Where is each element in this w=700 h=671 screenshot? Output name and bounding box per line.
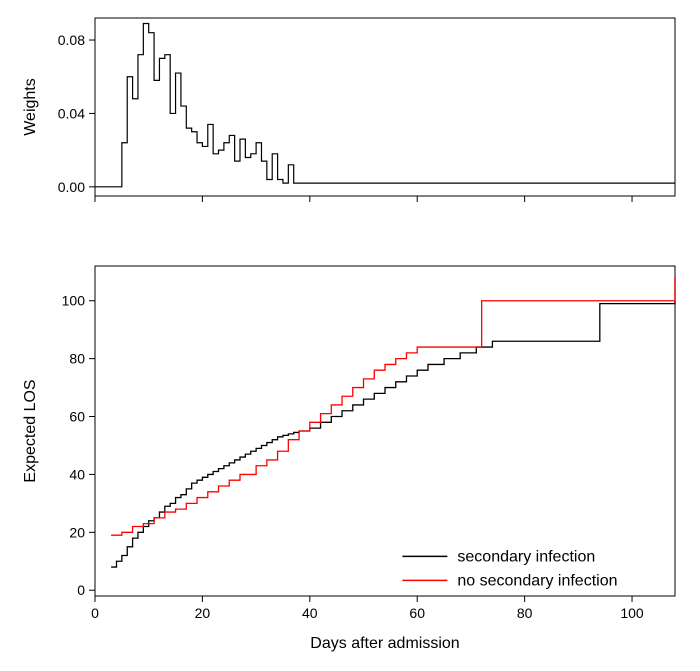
y-tick-label: 60 <box>69 409 85 425</box>
series-secondary-infection <box>111 278 675 567</box>
y-tick-label: 0.04 <box>58 105 85 121</box>
series-no-secondary-infection <box>111 278 675 536</box>
figure-container: 0.00 0.04 0.08 Weights 0 20 40 60 80 100 0 20 40 60 80… <box>0 0 700 671</box>
x-tick-label: 60 <box>409 605 425 621</box>
x-tick-label: 80 <box>517 605 533 621</box>
x-tick-label: 0 <box>91 605 99 621</box>
y-tick-label: 0.08 <box>58 32 85 48</box>
x-axis-label: Days after admission <box>310 635 459 652</box>
y-axis-label: Expected LOS <box>22 379 39 482</box>
legend-label: secondary infection <box>457 548 595 565</box>
y-tick-label: 80 <box>69 351 85 367</box>
y-tick-label: 40 <box>69 466 85 482</box>
x-tick-label: 20 <box>195 605 211 621</box>
y-tick-label: 20 <box>69 524 85 540</box>
x-tick-label: 100 <box>620 605 644 621</box>
figure-svg: 0.00 0.04 0.08 Weights 0 20 40 60 80 100 0 20 40 60 80… <box>0 0 700 671</box>
x-tick-label: 40 <box>302 605 318 621</box>
y-tick-label: 100 <box>62 293 86 309</box>
y-axis-label: Weights <box>22 78 39 136</box>
y-tick-label: 0.00 <box>58 179 85 195</box>
legend-label: no secondary infection <box>457 572 617 589</box>
weights-series <box>95 24 675 187</box>
y-tick-label: 0 <box>77 582 85 598</box>
